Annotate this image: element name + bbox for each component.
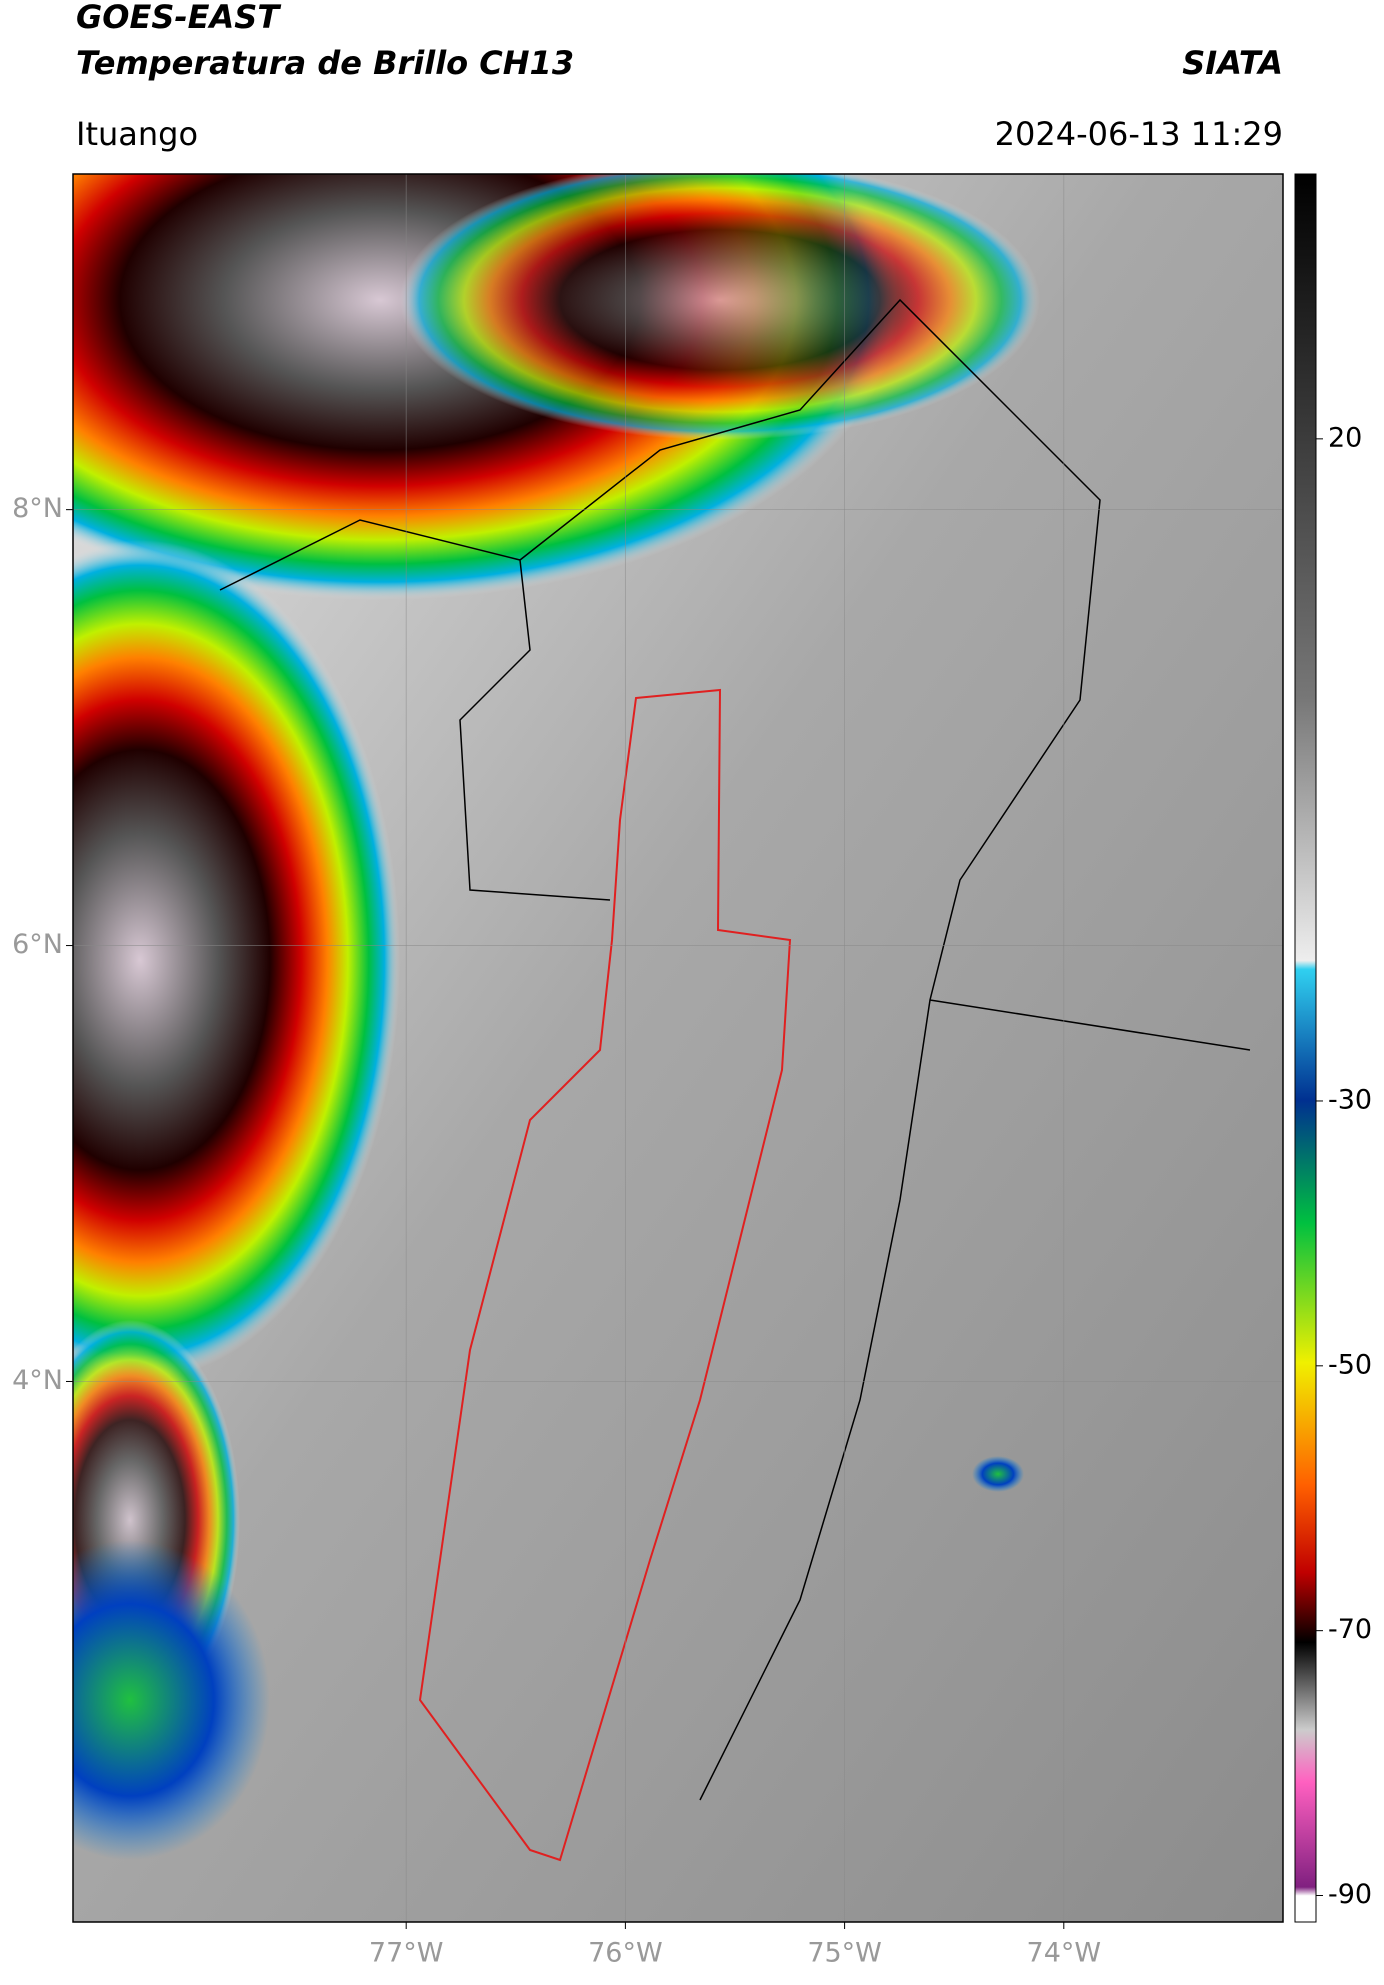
- brand: SIATA: [1182, 44, 1283, 82]
- colorbar-tick-label: -90: [1328, 1879, 1372, 1910]
- y-tick-label: 8°N: [12, 493, 63, 524]
- subtitle: Temperatura de Brillo CH13: [76, 44, 574, 82]
- colorbar-tick-label: -30: [1328, 1084, 1372, 1115]
- colorbar: [1294, 173, 1317, 1923]
- colorbar-tick-label: -70: [1328, 1614, 1372, 1645]
- title: GOES-EAST: [76, 0, 281, 36]
- x-tick-label: 75°W: [807, 1938, 882, 1969]
- y-tick-label: 6°N: [12, 929, 63, 960]
- location: Ituango: [76, 115, 198, 153]
- x-tick-label: 77°W: [369, 1938, 444, 1969]
- colorbar-tick-label: -50: [1328, 1349, 1372, 1380]
- satellite-image: [73, 174, 1283, 1922]
- map-frame: [72, 173, 1284, 1923]
- x-tick-label: 74°W: [1027, 1938, 1102, 1969]
- y-tick-label: 4°N: [12, 1365, 63, 1396]
- x-tick-label: 76°W: [588, 1938, 663, 1969]
- colorbar-tick-label: 20: [1328, 422, 1362, 453]
- grid: [73, 174, 1283, 1922]
- datetime: 2024-06-13 11:29: [995, 115, 1283, 153]
